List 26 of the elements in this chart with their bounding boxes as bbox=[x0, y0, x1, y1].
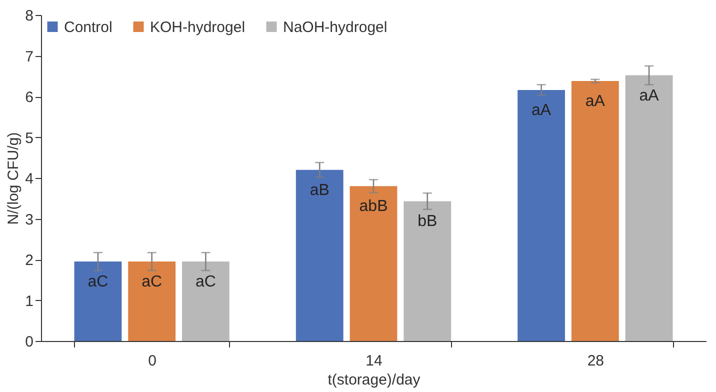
x-axis-title: t(storage)/day bbox=[328, 372, 421, 388]
y-tick-label: 8 bbox=[25, 8, 34, 24]
data-label: aB bbox=[310, 182, 330, 199]
y-tick-label: 5 bbox=[25, 130, 34, 147]
y-tick-label: 2 bbox=[25, 252, 34, 269]
data-label: abB bbox=[359, 198, 388, 216]
data-label: aC bbox=[142, 274, 162, 291]
data-label: aA bbox=[585, 93, 606, 110]
legend-label: KOH-hydrogel bbox=[150, 18, 246, 36]
legend-label: NaOH-hydrogel bbox=[283, 18, 388, 36]
data-label: aC bbox=[195, 274, 216, 291]
y-tick-label: 7 bbox=[25, 48, 34, 66]
y-tick-label: 4 bbox=[25, 170, 34, 188]
data-label: aC bbox=[88, 274, 108, 291]
y-tick-label: 0 bbox=[25, 334, 34, 350]
y-tick-label: 1 bbox=[25, 292, 34, 310]
x-tick-label: 0 bbox=[148, 352, 157, 370]
y-tick-label: 6 bbox=[25, 89, 34, 106]
y-tick-label: 3 bbox=[25, 211, 34, 228]
x-tick-label: 14 bbox=[366, 352, 382, 370]
data-label: aA bbox=[532, 102, 552, 119]
legend-label: Control bbox=[64, 18, 112, 36]
x-tick-label: 28 bbox=[587, 352, 604, 370]
data-label: aA bbox=[639, 87, 660, 104]
data-label: bB bbox=[418, 213, 438, 230]
y-axis-title: N/(log CFU/g) bbox=[5, 132, 22, 225]
